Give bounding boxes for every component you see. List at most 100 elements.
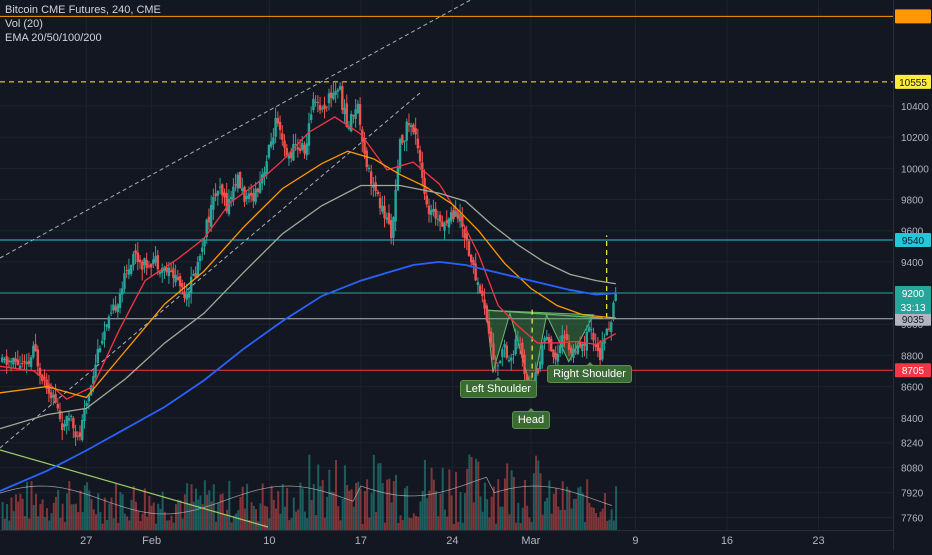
candle-body: [152, 259, 155, 265]
volume-bar: [515, 522, 518, 530]
candle-body: [121, 288, 124, 295]
candle-body: [92, 375, 95, 385]
time-tick-label: Feb: [142, 535, 161, 547]
candle-body: [236, 174, 240, 189]
volume-bar: [579, 486, 582, 530]
candle-body: [194, 272, 197, 278]
candle-body: [129, 264, 133, 274]
volume-bar: [555, 488, 558, 530]
candle-body: [585, 332, 588, 351]
candle-body: [163, 267, 166, 271]
volume-bar: [59, 517, 62, 530]
volume-bar: [386, 479, 389, 530]
volume-bar: [61, 503, 64, 530]
candle-body: [221, 184, 224, 196]
candle-body: [567, 342, 571, 350]
volume-bar: [477, 461, 480, 530]
candle-body: [601, 342, 604, 360]
volume-bar: [501, 506, 504, 530]
candle-body: [447, 218, 451, 228]
candle-body: [263, 171, 266, 177]
volume-bar: [14, 494, 17, 530]
candle-body: [14, 358, 17, 362]
volume-bar: [608, 519, 611, 530]
candle-body: [109, 312, 113, 314]
price-badge-label: 9035: [902, 315, 925, 326]
candle-body: [292, 143, 295, 161]
candle-body: [583, 343, 586, 346]
volume-bar: [603, 493, 606, 530]
price-badge-label: 8705: [902, 366, 925, 377]
volume-bar: [439, 493, 442, 530]
volume-bar: [443, 509, 446, 530]
volume-bar: [188, 503, 191, 530]
candle-body: [223, 192, 226, 198]
volume-bar: [6, 504, 9, 530]
candle-body: [183, 291, 186, 298]
volume-bar: [270, 485, 273, 530]
price-badge-label: 9540: [902, 236, 925, 247]
candle-body: [363, 137, 366, 154]
volume-bar: [28, 518, 31, 530]
volume-bar: [412, 513, 415, 530]
time-tick-label: 9: [632, 535, 638, 547]
candle-body: [587, 326, 591, 332]
volume-bar: [283, 506, 286, 530]
volume-bar: [350, 489, 353, 530]
volume-bar: [339, 520, 342, 530]
candle-body: [378, 197, 382, 209]
candle-body: [227, 198, 231, 215]
volume-bar: [261, 483, 264, 530]
volume-bar: [77, 512, 80, 530]
candle-body: [305, 143, 308, 156]
pattern-annotation[interactable]: Right Shoulder: [547, 361, 632, 383]
candle-body: [552, 349, 555, 358]
candle-body: [514, 339, 517, 355]
pattern-annotation[interactable]: Head: [511, 407, 551, 429]
volume-bar: [557, 506, 560, 530]
candle-body: [570, 347, 573, 354]
candle-body: [272, 137, 275, 145]
volume-bar: [532, 473, 535, 530]
candle-body: [247, 193, 251, 199]
volume-bar: [99, 511, 102, 530]
volume-bar: [237, 510, 240, 530]
volume-bar: [421, 490, 424, 530]
candle-body: [321, 107, 324, 109]
volume-bar: [230, 522, 233, 530]
volume-bar: [399, 515, 402, 530]
volume-bar: [359, 488, 362, 530]
symbol-title[interactable]: Bitcoin CME Futures, 240, CME: [5, 4, 161, 16]
candle-body: [209, 205, 213, 227]
volume-bar: [221, 493, 224, 530]
candle-body: [510, 357, 513, 361]
volume-bar: [483, 482, 486, 530]
volume-bar: [3, 518, 6, 530]
candle-body: [376, 191, 380, 195]
price-tick-label: 10200: [901, 133, 929, 144]
candle-body: [243, 186, 246, 202]
volume-bar: [452, 523, 455, 530]
candle-body: [485, 305, 488, 321]
price-tick-label: 9600: [901, 227, 924, 238]
volume-bar: [497, 479, 500, 530]
candle-body: [554, 352, 557, 360]
volume-bar: [70, 504, 73, 530]
candle-body: [294, 143, 297, 145]
ema-indicator-label[interactable]: EMA 20/50/100/200: [5, 32, 102, 44]
ema-line-1: [0, 150, 616, 399]
volume-bar: [310, 499, 313, 530]
volume-bar: [441, 467, 444, 530]
candle-body: [165, 267, 168, 273]
candle-body: [169, 270, 173, 273]
candle-body: [612, 302, 615, 320]
volume-bar: [81, 511, 84, 530]
volume-indicator-label[interactable]: Vol (20): [5, 18, 43, 30]
candle-body: [465, 233, 468, 241]
candle-body: [341, 86, 344, 110]
volume-bar: [43, 517, 46, 530]
pattern-annotation[interactable]: Left Shoulder: [459, 377, 538, 399]
descending-trendline: [0, 449, 269, 528]
